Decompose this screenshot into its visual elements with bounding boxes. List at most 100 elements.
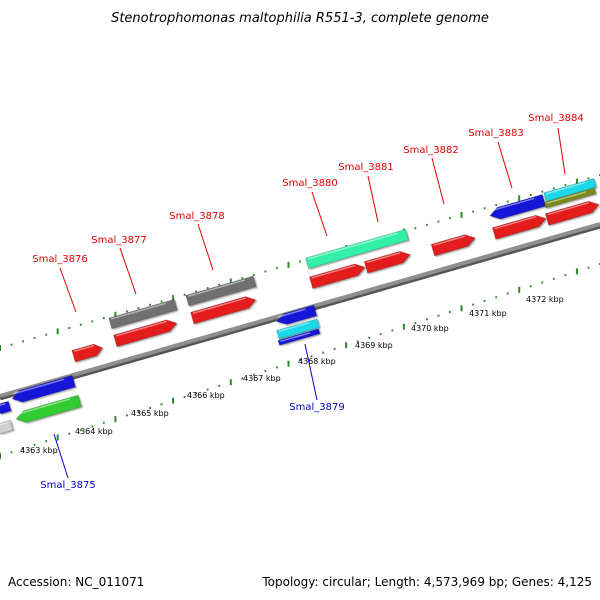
gene-highlight <box>115 320 168 337</box>
gene-highlight <box>0 421 8 426</box>
gene-highlight <box>280 332 311 342</box>
gene-feature <box>489 194 546 220</box>
label-leader-line <box>497 141 513 189</box>
gene-highlight <box>12 378 65 395</box>
gene-arrow <box>276 304 318 325</box>
gene-arrow <box>113 319 178 347</box>
label-leader-line <box>59 267 77 313</box>
label-leader-line <box>311 191 328 237</box>
tick-label: 4370 kbp <box>411 324 449 333</box>
gene-feature <box>276 318 320 340</box>
gene-feature <box>185 275 257 307</box>
tick-label: 4364 kbp <box>75 427 113 436</box>
gene-label-reverse: Smal_3879 <box>289 402 344 413</box>
gene-feature <box>543 187 597 209</box>
gene-labels: Smal_3876Smal_3877Smal_3878Smal_3880Smal… <box>32 113 583 491</box>
map-title: Stenotrophomonas maltophilia R551-3, com… <box>111 11 489 26</box>
gene-highlight <box>192 297 247 314</box>
gene-feature <box>276 304 318 325</box>
gene-feature <box>277 328 321 346</box>
tick-label: 4367 kbp <box>243 374 281 383</box>
gene-arrow <box>0 419 14 435</box>
gene-arrow <box>543 178 597 202</box>
tick-label: 4368 kbp <box>298 357 336 366</box>
label-leader-line <box>53 433 69 479</box>
gene-arrow <box>545 200 600 226</box>
gene-feature <box>0 400 12 415</box>
gene-label-forward: Smal_3876 <box>32 254 87 265</box>
gene-feature <box>15 394 82 423</box>
gene-arrow <box>430 234 476 257</box>
outer-tick-track <box>0 174 600 351</box>
gene-arrow <box>11 375 76 403</box>
gene-highlight <box>187 279 246 297</box>
gene-highlight <box>490 197 535 212</box>
tick-labels: 4363 kbp 4364 kbp 4365 kbp 4366 kbp 4367 kbp… <box>20 295 564 455</box>
gene-label-forward: Smal_3881 <box>338 162 393 173</box>
gene-arrow <box>305 229 409 269</box>
gene-highlight <box>307 232 398 260</box>
accession-text: Accession: NC_011071 <box>8 575 144 589</box>
inner-tick-track <box>0 263 600 459</box>
gene-highlight <box>277 308 306 318</box>
gene-arrow <box>492 214 547 240</box>
gene-arrow <box>309 263 366 289</box>
gene-highlight <box>311 264 356 279</box>
gene-arrow <box>489 194 546 220</box>
tick-label: 4365 kbp <box>131 409 169 418</box>
gene-label-forward: Smal_3882 <box>403 145 458 156</box>
gene-feature <box>543 178 597 202</box>
gene-feature <box>309 263 366 289</box>
gene-highlight <box>494 215 537 230</box>
gene-label-forward: Smal_3878 <box>169 211 224 222</box>
gene-highlight <box>546 191 587 204</box>
gene-arrow <box>276 318 320 340</box>
gene-feature <box>190 296 257 325</box>
label-leader-line <box>197 223 214 271</box>
label-leader-line <box>431 157 445 205</box>
gene-feature <box>108 298 178 330</box>
gene-arrow <box>15 394 82 423</box>
gene-feature <box>305 229 409 269</box>
gene-feature <box>11 375 76 403</box>
gene-highlight <box>545 181 586 195</box>
gene-highlight <box>366 252 401 264</box>
gene-highlight <box>0 402 6 407</box>
label-leader-line <box>557 127 566 175</box>
gene-arrow <box>543 187 597 209</box>
tick-label: 4371 kbp <box>469 309 507 318</box>
tick-label: 4366 kbp <box>187 391 225 400</box>
gene-label-reverse: Smal_3875 <box>40 480 95 491</box>
gene-feature <box>363 251 411 274</box>
gene-highlight <box>278 322 309 333</box>
gene-highlight <box>74 344 95 352</box>
gene-highlight <box>16 398 71 415</box>
tick-label: 4363 kbp <box>20 446 58 455</box>
gene-feature <box>430 234 476 257</box>
gene-feature <box>492 214 547 240</box>
feature-track <box>0 178 600 435</box>
label-leader-line <box>304 343 318 401</box>
gene-feature <box>545 200 600 226</box>
genome-summary-text: Topology: circular; Length: 4,573,969 bp… <box>261 575 592 589</box>
gene-feature <box>71 343 103 363</box>
gene-label-forward: Smal_3883 <box>468 128 523 139</box>
gene-arrow <box>190 296 257 325</box>
tick-label: 4369 kbp <box>355 341 393 350</box>
label-leader-line <box>119 247 137 295</box>
gene-label-forward: Smal_3877 <box>91 235 146 246</box>
gene-arrow <box>108 298 178 330</box>
gene-label-forward: Smal_3884 <box>528 113 583 124</box>
tick-label: 4372 kbp <box>526 295 564 304</box>
gene-highlight <box>110 302 167 320</box>
gene-highlight <box>547 201 590 216</box>
gene-feature <box>113 319 178 347</box>
gene-arrow <box>363 251 411 274</box>
gene-feature <box>0 419 14 435</box>
gene-arrow <box>185 275 257 307</box>
gene-highlight <box>433 235 466 246</box>
gene-arrow <box>0 400 12 415</box>
gene-label-forward: Smal_3880 <box>282 178 337 189</box>
